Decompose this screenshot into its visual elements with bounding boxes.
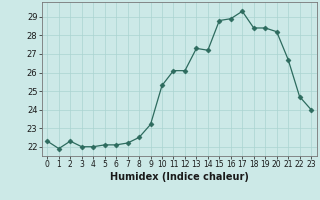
X-axis label: Humidex (Indice chaleur): Humidex (Indice chaleur) bbox=[110, 172, 249, 182]
